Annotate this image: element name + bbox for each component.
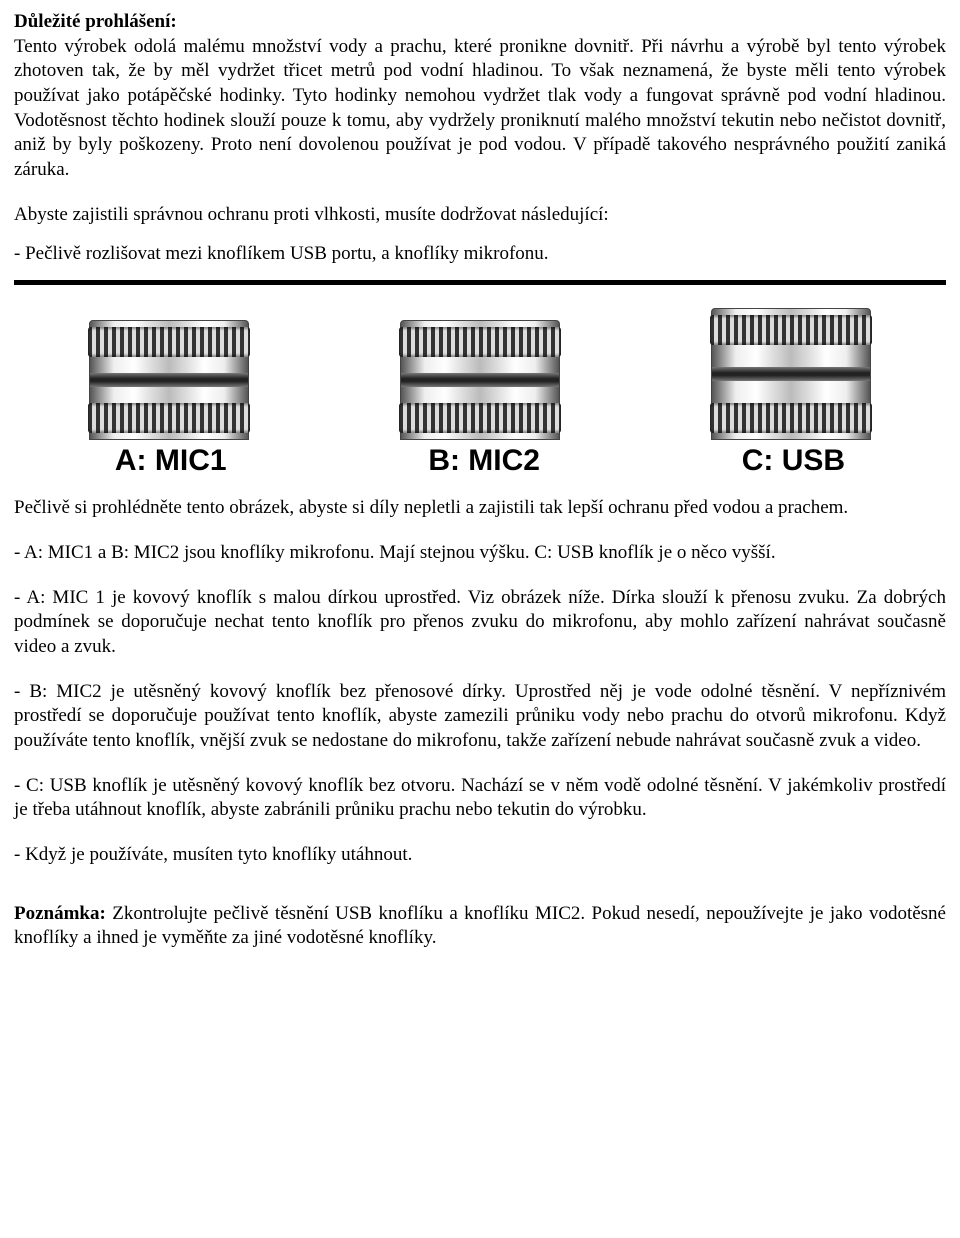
knob-figure: A: MIC1 B: MIC2 C: USB: [14, 280, 946, 480]
note-label: Poznámka:: [14, 903, 106, 924]
knob-usb-icon: [711, 308, 871, 440]
knob-figure-labels: A: MIC1 B: MIC2 C: USB: [14, 440, 946, 480]
figure-label-b: B: MIC2: [428, 441, 540, 480]
paragraph-after-figure: Pečlivě si prohlédněte tento obrázek, ab…: [14, 496, 946, 521]
figure-label-c: C: USB: [742, 441, 845, 480]
knob-mic2-icon: [400, 320, 560, 440]
bullet-height: - A: MIC1 a B: MIC2 jsou knoflíky mikrof…: [14, 541, 946, 566]
knob-mic1-icon: [89, 320, 249, 440]
paragraph-intro: Tento výrobek odolá malému množství vody…: [14, 35, 946, 183]
note-text: Zkontrolujte pečlivě těsnění USB knoflík…: [14, 903, 946, 949]
heading-important: Důležité prohlášení:: [14, 10, 946, 35]
knob-figure-row: [14, 285, 946, 440]
bullet-tighten: - Když je používáte, musíten tyto knoflí…: [14, 843, 946, 868]
bullet-mic1: - A: MIC 1 je kovový knoflík s malou dír…: [14, 586, 946, 660]
figure-label-a: A: MIC1: [115, 441, 227, 480]
paragraph-note: Poznámka: Zkontrolujte pečlivě těsnění U…: [14, 902, 946, 951]
bullet-mic2: - B: MIC2 je utěsněný kovový knoflík bez…: [14, 680, 946, 754]
paragraph-protect-intro: Abyste zajistili správnou ochranu proti …: [14, 203, 946, 228]
bullet-distinguish: - Pečlivě rozlišovat mezi knoflíkem USB …: [14, 242, 946, 267]
bullet-usb: - C: USB knoflík je utěsněný kovový knof…: [14, 774, 946, 823]
